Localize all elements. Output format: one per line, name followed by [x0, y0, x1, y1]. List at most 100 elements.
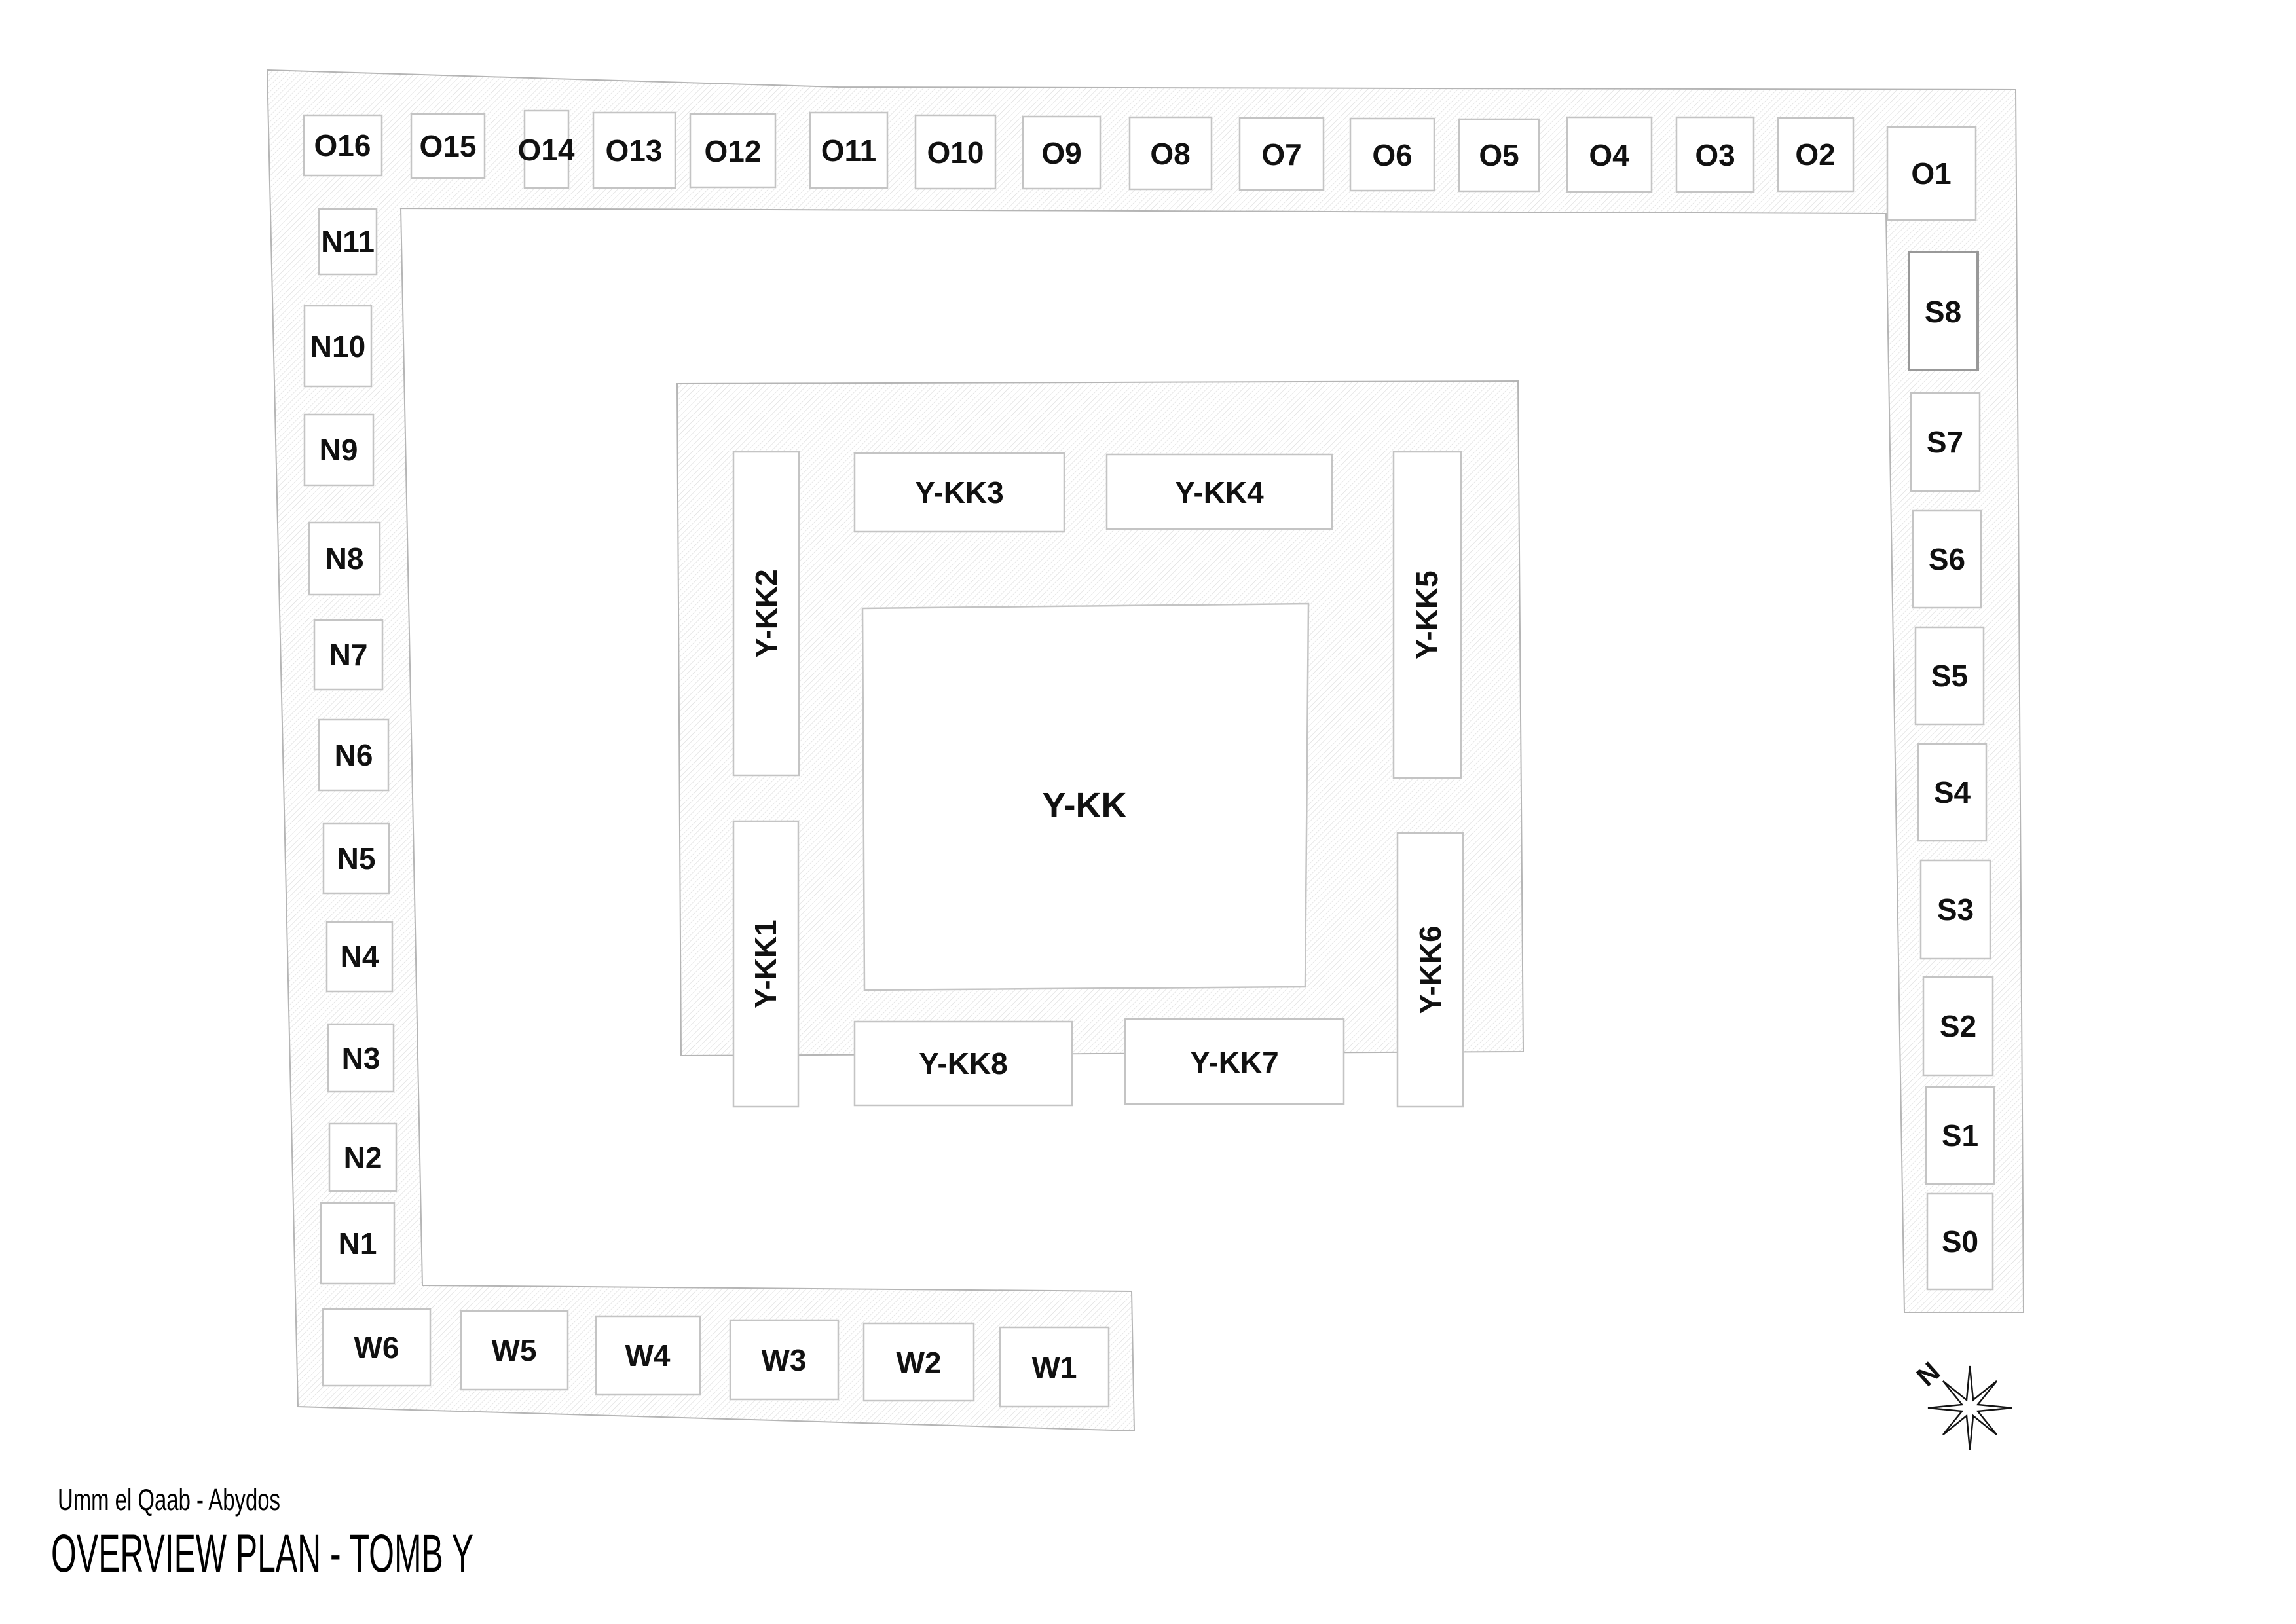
chamber-o13-label: O13: [606, 134, 663, 168]
chamber-y-kk5[interactable]: [1392, 451, 1462, 779]
chamber-s5-label: S5: [1931, 659, 1968, 693]
chamber-n3[interactable]: [327, 1023, 395, 1093]
chamber-o15[interactable]: [410, 113, 486, 179]
chamber-w6[interactable]: [322, 1308, 432, 1387]
chamber-o12[interactable]: [689, 113, 777, 189]
compass-north-label: N: [1910, 1356, 1946, 1392]
chamber-y-kk1[interactable]: [732, 820, 800, 1108]
chamber-o1-label: O1: [1911, 157, 1951, 191]
tomb-outer-corridor: [266, 69, 2025, 1432]
chamber-y-kk[interactable]: [861, 602, 1310, 991]
chamber-s3[interactable]: [1919, 859, 1991, 960]
chamber-s7[interactable]: [1910, 392, 1981, 492]
chamber-o6-label: O6: [1372, 138, 1412, 172]
chamber-y-kk4-label: Y-KK4: [1175, 475, 1264, 509]
chamber-o5-label: O5: [1479, 138, 1519, 172]
chamber-y-kk3-label: Y-KK3: [915, 475, 1003, 509]
chamber-o6[interactable]: [1349, 117, 1435, 192]
chamber-o9[interactable]: [1022, 115, 1102, 190]
chamber-n4[interactable]: [325, 921, 394, 993]
chamber-n11-label: N11: [321, 225, 375, 259]
chamber-s5[interactable]: [1914, 626, 1985, 726]
plan-title: OVERVIEW PLAN - TOMB Y: [51, 1524, 473, 1583]
chamber-n4-label: N4: [341, 940, 379, 974]
chamber-o5[interactable]: [1458, 118, 1540, 193]
chamber-o8-label: O8: [1150, 137, 1190, 171]
plan-subtitle: Umm el Qaab - Abydos: [58, 1483, 280, 1517]
chamber-n1-label: N1: [339, 1227, 377, 1261]
chamber-o7[interactable]: [1238, 117, 1325, 191]
chamber-s0[interactable]: [1926, 1192, 1994, 1291]
chamber-s8-label: S8: [1925, 295, 1961, 329]
chamber-y-kk8-label: Y-KK8: [919, 1046, 1007, 1080]
chamber-o4-label: O4: [1589, 138, 1629, 172]
chamber-y-kk4[interactable]: [1105, 453, 1333, 530]
chamber-n10[interactable]: [303, 304, 373, 388]
chamber-n9-label: N9: [320, 433, 358, 467]
chamber-s2[interactable]: [1922, 976, 1994, 1077]
chamber-o4[interactable]: [1566, 116, 1653, 193]
chamber-n8-label: N8: [325, 542, 364, 576]
chamber-o14[interactable]: [523, 109, 570, 189]
chamber-o16-label: O16: [314, 128, 371, 162]
chamber-y-kk5-label: Y-KK5: [1410, 570, 1444, 659]
chamber-o8[interactable]: [1128, 116, 1213, 191]
chamber-s4-label: S4: [1934, 775, 1971, 809]
chamber-o2-label: O2: [1795, 138, 1835, 172]
chamber-s3-label: S3: [1937, 893, 1974, 927]
chamber-w1-label: W1: [1032, 1350, 1077, 1384]
chamber-n8[interactable]: [308, 521, 381, 596]
chamber-o2[interactable]: [1777, 117, 1855, 193]
chamber-n3-label: N3: [342, 1041, 380, 1075]
chamber-y-kk2[interactable]: [732, 451, 800, 777]
chamber-n1[interactable]: [320, 1202, 396, 1285]
chamber-s8[interactable]: [1908, 251, 1979, 371]
chamber-y-kk2-label: Y-KK2: [749, 569, 783, 657]
chamber-o16[interactable]: [303, 114, 383, 177]
chamber-n5[interactable]: [322, 822, 390, 895]
chamber-y-kk7[interactable]: [1124, 1018, 1345, 1105]
chamber-w2[interactable]: [862, 1322, 975, 1402]
chamber-s7-label: S7: [1927, 425, 1963, 459]
chamber-s1-label: S1: [1942, 1118, 1978, 1153]
chamber-s1[interactable]: [1925, 1086, 1995, 1185]
chamber-w4[interactable]: [595, 1315, 701, 1396]
chamber-y-kk8[interactable]: [853, 1020, 1073, 1107]
chamber-o3-label: O3: [1695, 138, 1735, 172]
chamber-o7-label: O7: [1261, 138, 1301, 172]
chamber-n6[interactable]: [318, 718, 390, 792]
chamber-w4-label: W4: [625, 1338, 671, 1373]
chamber-y-kk3[interactable]: [853, 452, 1065, 533]
chamber-n2[interactable]: [328, 1122, 398, 1192]
chamber-o1[interactable]: [1886, 126, 1977, 221]
chamber-y-kk1-label: Y-KK1: [749, 919, 783, 1008]
chamber-w2-label: W2: [897, 1346, 942, 1380]
chamber-o11-label: O11: [821, 134, 876, 168]
chamber-w3[interactable]: [729, 1319, 840, 1401]
chamber-o11[interactable]: [809, 111, 889, 189]
chamber-o9-label: O9: [1041, 136, 1081, 170]
chamber-o3[interactable]: [1675, 116, 1755, 193]
chamber-w1[interactable]: [999, 1326, 1110, 1408]
chamber-n9[interactable]: [303, 413, 375, 487]
chamber-n10-label: N10: [310, 329, 365, 363]
chamber-y-kk-label: Y-KK: [1042, 786, 1126, 825]
chamber-n11[interactable]: [318, 208, 378, 276]
chamber-n2-label: N2: [344, 1141, 382, 1175]
chamber-o13[interactable]: [592, 111, 676, 189]
chamber-s0-label: S0: [1942, 1225, 1978, 1259]
chamber-n7-label: N7: [329, 638, 368, 672]
chamber-n5-label: N5: [337, 841, 376, 876]
chamber-w5[interactable]: [460, 1310, 569, 1391]
chamber-s2-label: S2: [1940, 1009, 1976, 1043]
chamber-s4[interactable]: [1917, 743, 1988, 842]
chamber-y-kk6-label: Y-KK6: [1413, 925, 1447, 1014]
chamber-s6-label: S6: [1929, 542, 1965, 576]
chamber-y-kk6[interactable]: [1396, 832, 1464, 1108]
chamber-o10-label: O10: [927, 136, 984, 170]
chamber-w6-label: W6: [354, 1331, 399, 1365]
chamber-s6[interactable]: [1912, 509, 1982, 609]
chamber-o10[interactable]: [914, 114, 997, 190]
chamber-n7[interactable]: [313, 619, 384, 691]
